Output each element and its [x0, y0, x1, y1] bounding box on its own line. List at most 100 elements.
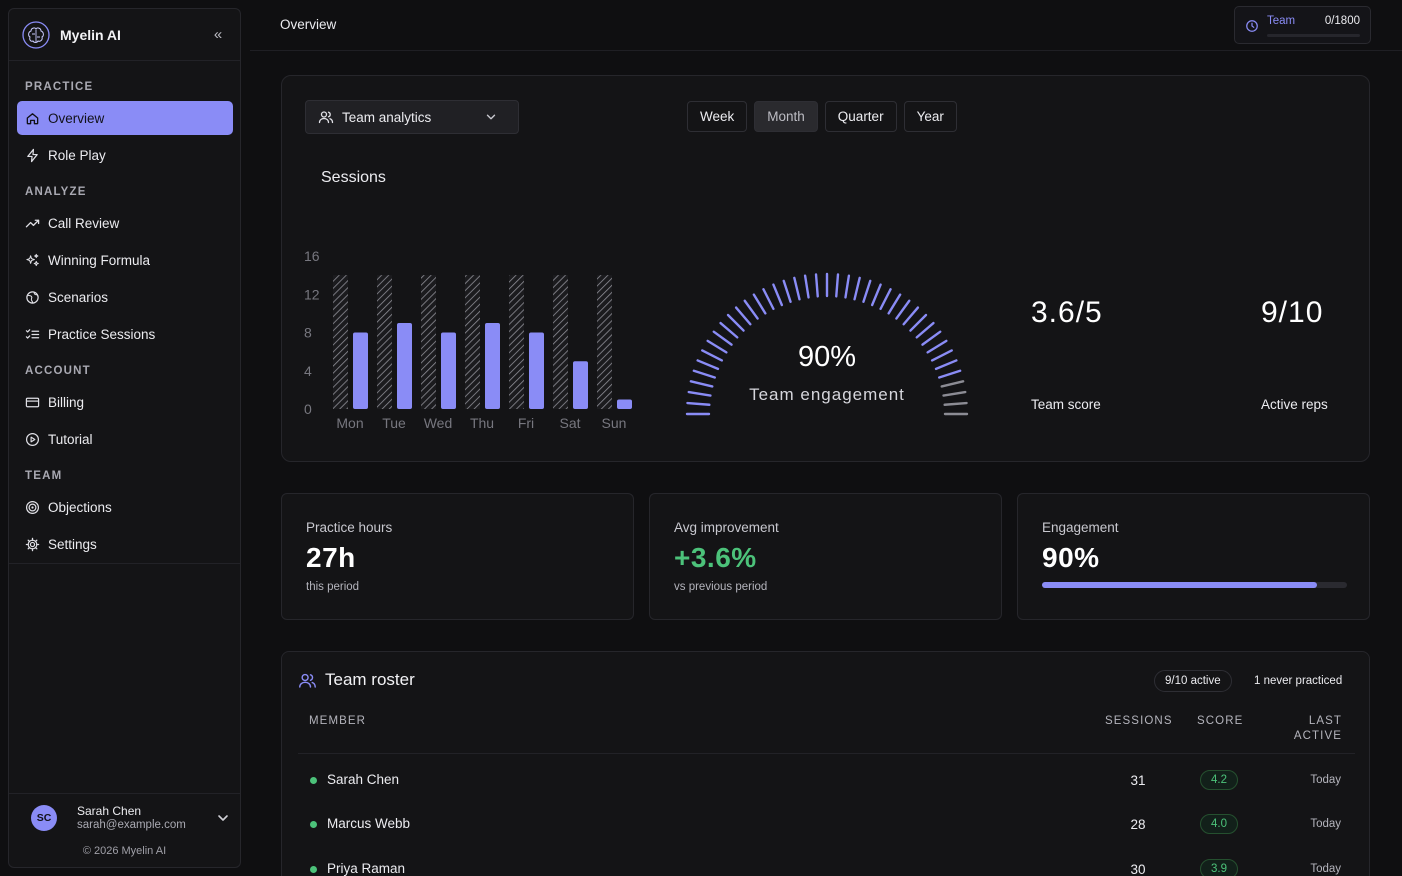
sidebar-item-practice-sessions[interactable]: Practice Sessions: [17, 317, 233, 351]
sidebar-item-label: Tutorial: [48, 431, 93, 447]
user-email: sarah@example.com: [77, 819, 186, 831]
analytics-scope-dropdown[interactable]: Team analytics: [305, 100, 519, 134]
brand-header: Myelin AI «: [9, 9, 240, 61]
gauge-tick: [938, 369, 962, 379]
gauge-tick: [719, 321, 739, 339]
team-credits-widget[interactable]: Team 0/1800: [1234, 6, 1371, 44]
section-label-analyze: ANALYZE: [25, 186, 87, 198]
sidebar-item-billing[interactable]: Billing: [17, 385, 233, 419]
globe-icon: [26, 290, 39, 304]
sidebar-item-tutorial[interactable]: Tutorial: [17, 422, 233, 456]
bar-sessions[interactable]: [617, 399, 632, 409]
y-tick-label: 0: [304, 401, 312, 417]
sidebar-item-label: Billing: [48, 394, 85, 410]
bar-sessions[interactable]: [529, 332, 544, 410]
engagement-gauge: 90% Team engagement: [685, 272, 969, 416]
analytics-card: Team analytics Week Month Quarter Year S…: [281, 75, 1370, 462]
gauge-tick: [762, 288, 775, 311]
gauge-tick: [803, 274, 810, 299]
target-icon: [25, 500, 40, 514]
period-month-button[interactable]: Month: [754, 101, 818, 132]
gauge-tick: [743, 299, 759, 320]
column-last-active[interactable]: LAST ACTIVE: [1294, 715, 1342, 742]
gauge-tick: [915, 321, 935, 339]
bar-sessions[interactable]: [573, 361, 588, 409]
sidebar-item-overview[interactable]: Overview: [17, 101, 233, 135]
status-dot: [310, 777, 317, 784]
engagement-progress-fill: [1042, 582, 1317, 588]
gauge-tick: [696, 359, 720, 371]
page-title: Overview: [280, 17, 337, 32]
bar-capacity: [421, 275, 436, 409]
kpi-avg-improvement: Avg improvement +3.6% vs previous period: [649, 493, 1002, 620]
gauge-tick: [895, 299, 911, 320]
gauge-tick: [782, 279, 792, 303]
gauge-tick: [879, 288, 892, 311]
never-practiced-badge[interactable]: 1 never practiced: [1254, 675, 1343, 687]
bar-sessions[interactable]: [441, 332, 456, 410]
kpi-value: 90%: [1042, 542, 1100, 573]
bar-sessions[interactable]: [485, 322, 500, 409]
table-row[interactable]: Sarah Chen 31 4.2 Today: [298, 758, 1355, 802]
gauge-tick: [752, 293, 767, 315]
gauge-tick: [942, 390, 967, 397]
kpi-subtitle: vs previous period: [674, 581, 768, 593]
gauge-tick: [943, 401, 968, 406]
play-circle-icon: [25, 432, 40, 446]
gauge-tick: [926, 339, 948, 354]
sidebar-item-label: Settings: [48, 536, 97, 552]
member-score-badge: 4.2: [1200, 770, 1238, 790]
gauge-tick: [706, 339, 728, 354]
user-divider: [9, 793, 240, 794]
status-dot: [310, 821, 317, 828]
sidebar-item-role-play[interactable]: Role Play: [17, 138, 233, 172]
sidebar-item-winning-formula[interactable]: Winning Formula: [17, 243, 233, 277]
column-score[interactable]: SCORE: [1197, 715, 1244, 727]
chevron-down-icon: [486, 114, 496, 120]
bar-capacity: [509, 275, 524, 409]
table-row[interactable]: Priya Raman 30 3.9 Today: [298, 847, 1355, 876]
users-icon: [299, 673, 316, 688]
gauge-tick: [934, 359, 958, 371]
sidebar-item-label: Objections: [48, 499, 112, 515]
period-week-button[interactable]: Week: [687, 101, 748, 132]
gauge-tick: [862, 279, 872, 303]
card-icon: [25, 397, 40, 407]
sidebar-item-label: Practice Sessions: [48, 326, 156, 342]
user-menu[interactable]: SC Sarah Chen sarah@example.com: [21, 801, 231, 835]
avatar: SC: [31, 805, 57, 831]
collapse-sidebar-button[interactable]: «: [213, 26, 223, 43]
clock-icon: [1246, 20, 1258, 32]
member-sessions: 30: [1130, 862, 1146, 876]
gauge-tick: [692, 369, 716, 379]
y-tick-label: 4: [304, 363, 312, 379]
period-year-button[interactable]: Year: [903, 101, 957, 132]
sidebar-item-label: Winning Formula: [48, 252, 151, 268]
column-sessions[interactable]: SESSIONS: [1105, 715, 1173, 727]
team-score-label: Team score: [1031, 397, 1101, 412]
sidebar-item-objections[interactable]: Objections: [17, 490, 233, 524]
section-label-team: TEAM: [25, 470, 63, 482]
y-tick-label: 12: [304, 286, 320, 302]
kpi-value: +3.6%: [674, 542, 757, 573]
gauge-tick: [940, 380, 965, 388]
table-row[interactable]: Marcus Webb 28 4.0 Today: [298, 802, 1355, 846]
sidebar-item-call-review[interactable]: Call Review: [17, 206, 233, 240]
member-last-active: Today: [1310, 863, 1341, 875]
column-last-active-line2: ACTIVE: [1293, 730, 1342, 742]
x-tick-label: Thu: [470, 415, 494, 431]
sidebar-item-scenarios[interactable]: Scenarios: [17, 280, 233, 314]
column-member[interactable]: MEMBER: [309, 715, 367, 727]
chevron-down-icon[interactable]: [215, 810, 231, 826]
active-count-badge[interactable]: 9/10 active: [1154, 670, 1232, 692]
list-check-icon: [25, 328, 40, 339]
bar-sessions[interactable]: [397, 322, 412, 409]
sidebar-item-settings[interactable]: Settings: [17, 527, 233, 561]
bar-sessions[interactable]: [353, 332, 368, 410]
bar-capacity: [553, 275, 568, 409]
gauge-tick: [689, 380, 714, 388]
period-quarter-button[interactable]: Quarter: [824, 101, 897, 132]
gauge-tick: [712, 330, 733, 346]
gauge-value: 90%: [798, 341, 856, 373]
member-name: Marcus Webb: [327, 816, 411, 831]
